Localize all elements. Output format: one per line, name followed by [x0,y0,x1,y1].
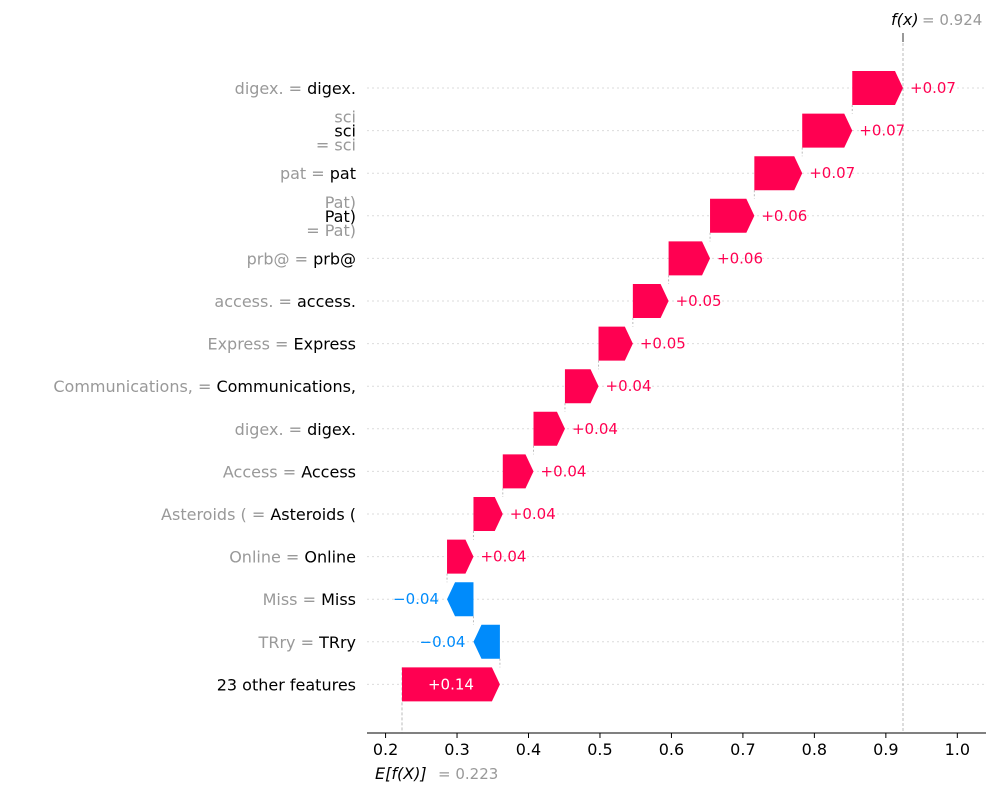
feature-name: Pat) [325,207,356,226]
feature-value: Access = [223,462,301,481]
output-value-number: = 0.924 [922,11,982,29]
feature-label: digex. = digex. [235,79,356,98]
feature-value: Express = [207,335,293,354]
feature-label: Express = Express [207,335,356,354]
x-tick-label: 1.0 [945,740,970,759]
bar-value-label: +0.04 [510,505,556,523]
feature-value: pat = [280,164,330,183]
x-tick-label: 0.8 [802,740,827,759]
negative-contribution-bar [473,624,500,659]
feature-value-top: Pat) [325,193,356,212]
feature-value: Communications, = [53,377,216,396]
feature-value: TRry = [258,633,320,652]
feature-name: 23 other features [217,675,356,694]
base-value-label: E[f(X)] [375,764,427,783]
feature-value-bottom: = sci [316,136,356,155]
positive-contribution-bar [447,539,474,574]
positive-contribution-bar [802,113,853,148]
feature-name: Communications, [216,377,356,396]
output-value-label: f(x) [891,10,919,29]
feature-label: digex. = digex. [235,420,356,439]
feature-label: Miss = Miss [263,590,356,609]
feature-value: Online = [229,548,304,567]
positive-contribution-bar [473,497,503,531]
feature-label: TRry = TRry [258,633,356,652]
bar-value-label: +0.07 [859,122,905,140]
bar-value-label: +0.06 [761,207,807,225]
positive-contribution-bar [754,156,803,191]
bar-value-label: +0.04 [480,548,526,566]
feature-label: access. = access. [214,292,356,311]
feature-name: access. [297,292,356,311]
x-tick-label: 0.2 [373,740,398,759]
feature-label: Online = Online [229,548,356,567]
bar-value-label: +0.04 [572,420,618,438]
feature-value: access. = [214,292,297,311]
feature-value-top: sci [334,108,356,127]
base-value-number: = 0.223 [438,765,498,783]
feature-value: Miss = [263,590,322,609]
feature-value: Asteroids ( = [161,505,270,524]
feature-name: Asteroids ( [270,505,356,524]
negative-contribution-bar [447,582,474,617]
bar-value-label: +0.05 [640,335,686,353]
feature-name: Online [304,548,356,567]
positive-contribution-bar [402,667,500,702]
positive-contribution-bar [852,71,903,105]
bar-value-label: +0.14 [428,675,474,693]
bar-value-label: +0.05 [676,292,722,310]
x-tick-label: 0.3 [444,740,469,759]
feature-name: pat [330,164,356,183]
feature-value: digex. = [235,79,307,98]
bar-value-label: −0.04 [420,633,466,651]
bar-value-label: +0.07 [809,164,855,182]
feature-value: digex. = [235,420,307,439]
feature-label: Access = Access [223,462,356,481]
positive-contribution-bar [564,369,599,404]
feature-label: Asteroids ( = Asteroids ( [161,505,356,524]
feature-label: pat = pat [280,164,356,183]
feature-name: Miss [321,590,356,609]
bar-value-label: +0.04 [606,377,652,395]
positive-contribution-bar [598,326,633,361]
feature-name: Access [301,462,356,481]
feature-name: Express [294,335,356,354]
feature-name: prb@ [313,249,356,268]
positive-contribution-bar [533,411,565,446]
x-tick-label: 0.9 [873,740,898,759]
x-tick-label: 0.6 [659,740,684,759]
positive-contribution-bar [710,198,755,233]
feature-name: TRry [318,633,356,652]
feature-name: sci [334,122,356,141]
x-tick-label: 0.5 [587,740,612,759]
positive-contribution-bar [632,284,669,318]
bar-value-label: +0.07 [910,79,956,97]
bar-value-label: +0.06 [717,249,763,267]
x-tick-label: 0.7 [730,740,755,759]
positive-contribution-bar [668,241,711,276]
feature-name: digex. [307,79,356,98]
bar-value-label: −0.04 [393,590,439,608]
bar-value-label: +0.04 [541,462,587,480]
feature-value-bottom: = Pat) [306,221,356,240]
positive-contribution-bar [502,454,534,489]
x-tick-label: 0.4 [516,740,541,759]
feature-value: prb@ = [247,249,313,268]
feature-label: 23 other features [217,675,356,694]
feature-label: prb@ = prb@ [247,249,356,268]
feature-label: Communications, = Communications, [53,377,356,396]
feature-name: digex. [307,420,356,439]
